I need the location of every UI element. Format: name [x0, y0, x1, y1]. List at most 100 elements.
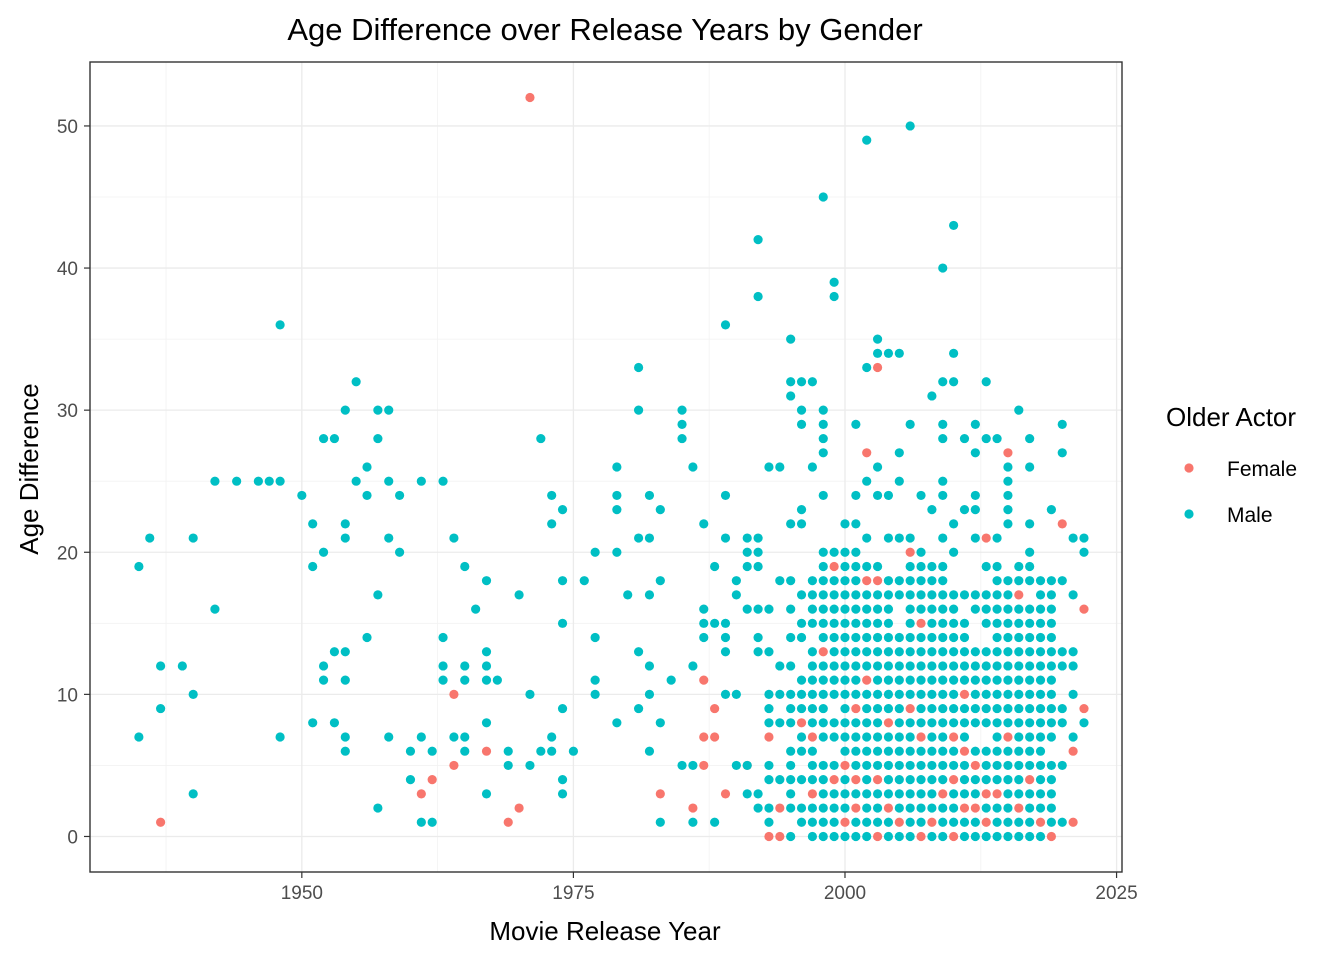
data-point-male [905, 789, 915, 799]
data-point-male [688, 817, 698, 827]
data-point-male [1003, 462, 1013, 472]
data-point-male [1003, 590, 1013, 600]
data-point-male [905, 618, 915, 628]
data-points [134, 92, 1089, 842]
data-point-male [1003, 618, 1013, 628]
data-point-male [829, 689, 839, 699]
data-point-male [1068, 590, 1078, 600]
data-point-female [829, 775, 839, 785]
data-point-male [1003, 746, 1013, 756]
data-point-male [1025, 561, 1035, 572]
data-point-male [677, 760, 687, 771]
data-point-male [851, 718, 861, 728]
data-point-male [862, 647, 872, 657]
data-point-male [710, 561, 720, 572]
data-point-male [786, 703, 796, 714]
data-point-male [949, 377, 959, 387]
data-point-male [547, 519, 557, 529]
data-point-male [1025, 831, 1035, 842]
data-point-male [872, 746, 883, 756]
data-point-male [318, 433, 329, 444]
data-point-male [894, 703, 904, 714]
data-point-male [1014, 689, 1024, 699]
data-point-female [1046, 831, 1056, 842]
data-point-male [427, 746, 437, 756]
data-point-male [938, 775, 948, 785]
data-point-male [351, 377, 361, 387]
data-point-male [764, 647, 774, 657]
data-point-male [362, 490, 372, 501]
data-point-male [818, 817, 828, 827]
data-point-male [992, 590, 1002, 600]
data-point-male [872, 462, 883, 472]
data-point-male [525, 689, 535, 699]
data-point-male [1079, 718, 1089, 728]
data-point-male [1068, 732, 1078, 742]
data-point-female [959, 803, 970, 813]
data-point-male [688, 462, 698, 472]
data-point-male [731, 689, 741, 699]
data-point-male [720, 533, 731, 543]
data-point-male [1014, 561, 1024, 572]
data-point-male [916, 789, 926, 799]
data-point-male [579, 576, 589, 586]
data-point-female [840, 760, 850, 771]
data-point-female [829, 561, 839, 572]
data-point-male [970, 718, 980, 728]
data-point-male [992, 675, 1002, 685]
data-point-male [959, 590, 970, 600]
data-point-male [981, 760, 991, 771]
data-point-female [872, 576, 883, 586]
data-point-male [829, 675, 839, 685]
data-point-male [992, 632, 1002, 643]
data-point-male [851, 604, 861, 614]
data-point-male [883, 789, 894, 799]
data-point-male [460, 661, 470, 671]
data-point-male [883, 817, 894, 827]
data-point-female [883, 803, 894, 813]
data-point-male [927, 718, 937, 728]
data-point-male [655, 817, 665, 827]
data-point-male [894, 760, 904, 771]
data-point-male [840, 746, 850, 756]
data-point-male [992, 533, 1002, 543]
data-point-male [916, 817, 926, 827]
data-point-male [253, 476, 263, 486]
data-point-male [862, 618, 872, 628]
data-point-male [1046, 760, 1056, 771]
data-point-male [590, 632, 600, 643]
data-point-male [1003, 490, 1013, 501]
data-point-female [449, 689, 459, 699]
data-point-male [981, 661, 991, 671]
x-tick-label: 1950 [281, 883, 323, 904]
data-point-male [753, 632, 763, 643]
data-point-male [568, 746, 579, 756]
data-point-male [851, 490, 861, 501]
data-point-male [905, 632, 915, 643]
data-point-female [1014, 803, 1024, 813]
data-point-male [829, 291, 839, 302]
data-point-male [427, 817, 437, 827]
data-point-male [134, 561, 144, 572]
data-point-male [818, 661, 828, 671]
data-point-male [894, 632, 904, 643]
data-point-female [1068, 817, 1078, 827]
data-point-male [851, 590, 861, 600]
y-tick-label: 0 [67, 827, 78, 848]
data-point-male [916, 803, 926, 813]
data-point-male [840, 803, 850, 813]
data-point-female [1057, 519, 1067, 529]
data-point-male [970, 419, 980, 429]
data-point-male [720, 689, 731, 699]
data-point-male [992, 732, 1002, 742]
data-point-female [449, 760, 459, 771]
data-point-male [916, 703, 926, 714]
data-point-male [395, 490, 405, 501]
data-point-male [916, 561, 926, 572]
data-point-male [862, 817, 872, 827]
data-point-male [786, 519, 796, 529]
data-point-male [938, 746, 948, 756]
data-point-male [851, 831, 861, 842]
data-point-male [1014, 732, 1024, 742]
data-point-male [1046, 732, 1056, 742]
